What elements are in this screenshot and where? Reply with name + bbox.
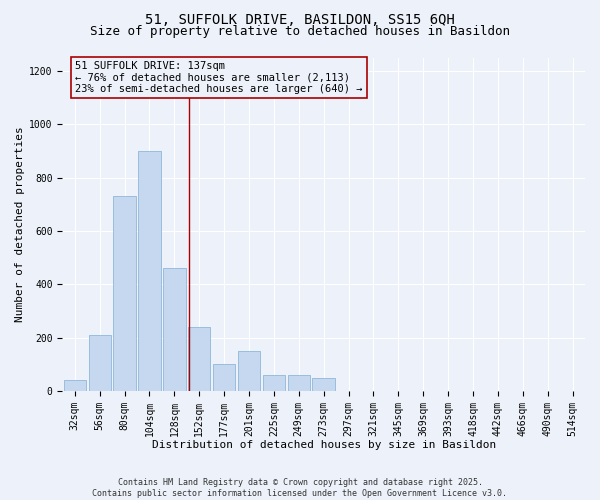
Bar <box>313 378 335 391</box>
Text: 51 SUFFOLK DRIVE: 137sqm
← 76% of detached houses are smaller (2,113)
23% of sem: 51 SUFFOLK DRIVE: 137sqm ← 76% of detach… <box>76 61 363 94</box>
Bar <box>263 375 285 391</box>
Bar <box>188 327 211 391</box>
Bar <box>287 375 310 391</box>
Bar <box>238 351 260 391</box>
Bar <box>138 151 161 391</box>
Y-axis label: Number of detached properties: Number of detached properties <box>15 126 25 322</box>
X-axis label: Distribution of detached houses by size in Basildon: Distribution of detached houses by size … <box>152 440 496 450</box>
Text: 51, SUFFOLK DRIVE, BASILDON, SS15 6QH: 51, SUFFOLK DRIVE, BASILDON, SS15 6QH <box>145 12 455 26</box>
Bar <box>113 196 136 391</box>
Bar <box>64 380 86 391</box>
Bar <box>213 364 235 391</box>
Text: Size of property relative to detached houses in Basildon: Size of property relative to detached ho… <box>90 25 510 38</box>
Bar <box>163 268 185 391</box>
Bar <box>89 335 111 391</box>
Text: Contains HM Land Registry data © Crown copyright and database right 2025.
Contai: Contains HM Land Registry data © Crown c… <box>92 478 508 498</box>
